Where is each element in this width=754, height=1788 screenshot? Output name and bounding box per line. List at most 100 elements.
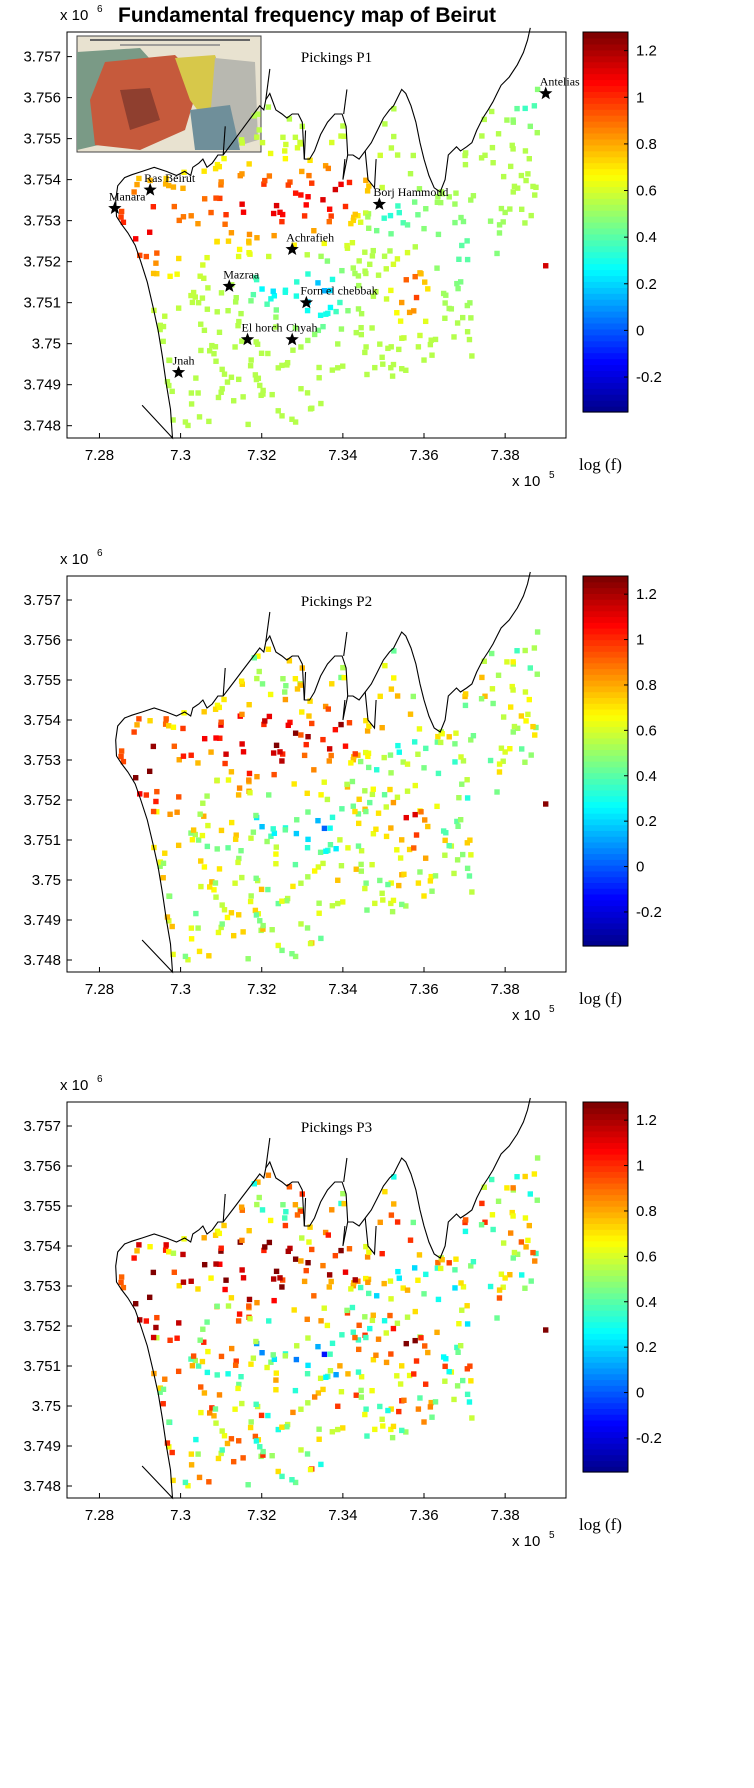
station-marker <box>500 173 507 180</box>
station-marker <box>213 358 219 364</box>
station-marker <box>235 1318 242 1324</box>
colorbar-segment <box>583 364 628 372</box>
x-exponent-label: x 10 <box>512 473 540 490</box>
station-marker <box>514 1174 520 1180</box>
station-marker <box>304 845 311 851</box>
station-marker <box>404 788 411 794</box>
station-marker <box>273 1268 280 1275</box>
station-marker <box>282 155 289 162</box>
station-marker <box>180 1251 186 1258</box>
station-marker <box>316 910 322 916</box>
chart-panel-1: x 10 63.7573.7563.7553.7543.7533.7523.751… <box>23 4 661 490</box>
colorbar-segment <box>583 103 628 110</box>
station-marker <box>489 1212 496 1218</box>
station-marker <box>304 790 310 797</box>
station-marker <box>496 1287 503 1293</box>
station-marker <box>277 209 283 216</box>
y-tick-label: 3.756 <box>23 1158 61 1175</box>
station-marker <box>380 1423 386 1429</box>
colorbar-tick-label: 1 <box>636 89 644 106</box>
station-marker <box>454 818 460 825</box>
colorbar-segment <box>583 1379 628 1386</box>
station-marker <box>363 749 369 756</box>
station-marker <box>358 861 364 868</box>
station-marker <box>154 1335 160 1341</box>
station-marker <box>498 205 505 212</box>
station-marker <box>507 1271 513 1278</box>
station-marker <box>222 221 228 227</box>
station-marker <box>195 1286 201 1292</box>
station-marker <box>292 134 299 141</box>
place-label: Ras Beirut <box>144 171 196 185</box>
station-marker <box>238 310 244 317</box>
station-marker <box>363 210 369 216</box>
colorbar-segment <box>583 1119 628 1126</box>
station-marker <box>496 769 503 775</box>
station-marker <box>132 1301 139 1307</box>
station-marker <box>251 1181 258 1187</box>
station-marker <box>228 910 235 916</box>
station-marker <box>259 139 266 146</box>
station-marker <box>228 1295 235 1301</box>
station-marker <box>260 1448 266 1455</box>
station-marker <box>273 202 280 209</box>
pier-line <box>303 130 307 160</box>
station-marker <box>162 1247 169 1253</box>
station-marker <box>174 809 180 815</box>
y-tick-label: 3.755 <box>23 131 61 148</box>
colorbar-segment <box>583 186 628 193</box>
station-marker <box>118 748 125 754</box>
station-marker <box>522 148 529 154</box>
station-marker <box>490 160 496 166</box>
station-marker <box>195 300 202 306</box>
colorbar-tick-label: 1 <box>636 1158 644 1175</box>
station-marker <box>206 1479 212 1485</box>
station-marker <box>298 732 304 738</box>
x-tick-label: 7.32 <box>247 447 276 464</box>
station-marker <box>216 329 223 336</box>
colorbar-segment <box>583 251 628 259</box>
station-marker <box>401 335 407 341</box>
station-marker <box>225 307 231 314</box>
station-marker <box>490 700 496 707</box>
station-marker <box>422 279 428 285</box>
station-marker <box>275 900 281 907</box>
station-marker <box>318 935 324 942</box>
station-marker <box>255 653 261 659</box>
station-marker <box>298 1406 304 1412</box>
station-marker <box>137 1317 143 1323</box>
station-marker <box>180 753 187 759</box>
colorbar-segment <box>583 293 628 300</box>
station-marker <box>265 350 271 357</box>
colorbar-segment <box>583 32 628 39</box>
figure-title: Fundamental frequency map of Beirut <box>118 4 496 27</box>
colorbar-segment <box>583 749 628 756</box>
y-tick-label: 3.748 <box>23 1478 61 1495</box>
station-marker <box>394 256 401 262</box>
colorbar-segment <box>583 703 628 710</box>
station-marker <box>526 696 532 703</box>
station-marker <box>167 811 173 817</box>
station-marker <box>282 1222 289 1229</box>
station-marker <box>482 1219 488 1225</box>
station-marker <box>350 265 356 271</box>
station-marker <box>526 156 532 162</box>
station-marker <box>175 305 182 311</box>
x-tick-label: 7.32 <box>247 981 276 998</box>
station-marker <box>346 179 353 186</box>
station-marker <box>510 659 516 665</box>
station-marker <box>487 757 494 764</box>
station-marker <box>525 711 531 718</box>
station-marker <box>534 629 541 635</box>
station-marker <box>235 253 242 260</box>
station-marker <box>446 1260 452 1266</box>
station-marker <box>379 890 385 896</box>
station-marker <box>462 691 469 697</box>
station-marker <box>253 912 260 918</box>
station-marker <box>358 310 365 317</box>
x-tick-label: 7.32 <box>247 1507 276 1524</box>
station-marker <box>248 298 254 304</box>
station-marker <box>239 1237 245 1244</box>
station-marker <box>154 1314 160 1321</box>
station-marker <box>206 884 213 890</box>
